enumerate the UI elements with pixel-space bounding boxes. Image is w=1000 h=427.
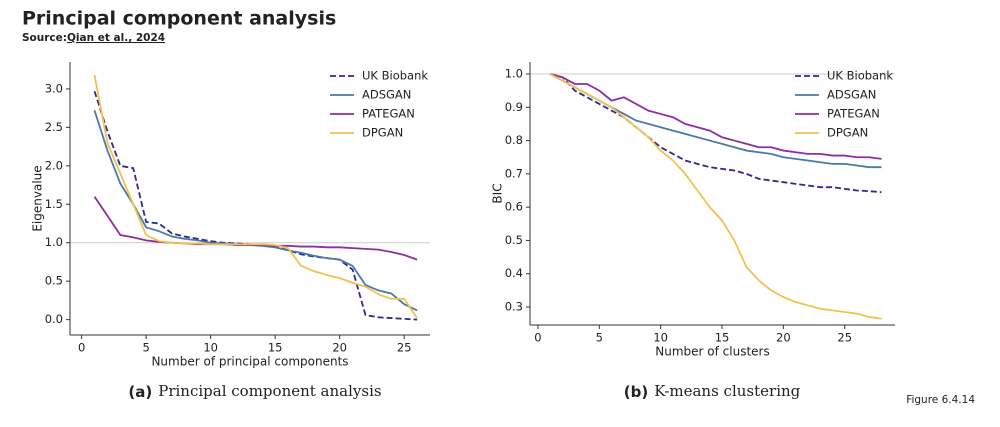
legend-label: ADSGAN [362,88,411,102]
legend-label: DPGAN [362,126,403,140]
source-prefix: Source: [22,32,67,44]
page-title: Principal component analysis [22,8,336,30]
x-axis-label: Number of clusters [655,345,769,359]
legend-label: UK Biobank [827,69,893,83]
x-tick-label: 0 [78,341,85,355]
y-tick-label: 0.0 [45,312,63,326]
x-axis-label: Number of principal components [151,355,348,369]
legend-label: PATEGAN [362,107,415,121]
series-line [93,74,418,319]
legend-label: ADSGAN [827,88,876,102]
x-tick-label: 20 [332,341,347,355]
y-tick-label: 0.5 [505,233,523,247]
y-tick-label: 1.0 [45,235,63,249]
caption: (b) K-means clustering [624,382,801,401]
x-tick-label: 0 [534,331,541,345]
y-tick-label: 0.8 [505,133,523,147]
y-tick-label: 0.7 [505,166,523,180]
caption-text: K-means clustering [654,382,800,400]
x-tick-label: 5 [142,341,149,355]
y-axis-label: Eigenvalue [31,165,45,231]
figure-label: Figure 6.4.14 [906,394,975,406]
y-tick-label: 0.5 [45,274,63,288]
x-tick-label: 15 [715,331,730,345]
caption-text: Principal component analysis [158,382,381,400]
legend-label: UK Biobank [362,69,428,83]
x-tick-label: 25 [837,331,852,345]
caption-label: (b) [624,383,648,401]
x-tick-label: 25 [397,341,412,355]
series-line [549,73,882,320]
y-tick-label: 2.0 [45,158,63,172]
x-tick-label: 15 [268,341,283,355]
y-tick-label: 2.5 [45,120,63,134]
y-tick-label: 1.5 [45,197,63,211]
y-tick-label: 0.9 [505,100,523,114]
legend-label: DPGAN [827,126,868,140]
caption-label: (a) [128,383,152,401]
x-tick-label: 5 [596,331,603,345]
caption: (a) Principal component analysis [128,382,381,401]
series-line [550,73,882,194]
y-tick-label: 3.0 [45,81,63,95]
x-tick-label: 10 [203,341,218,355]
y-tick-label: 0.6 [505,200,523,214]
x-tick-label: 20 [776,331,791,345]
y-tick-label: 0.4 [505,266,523,280]
legend-label: PATEGAN [827,107,880,121]
y-tick-label: 1.0 [505,66,523,80]
y-tick-label: 0.3 [505,300,523,314]
series-line [550,73,882,160]
x-tick-label: 10 [653,331,668,345]
source-link[interactable]: Qian et al., 2024 [67,32,165,44]
y-axis-label: BIC [491,183,505,203]
